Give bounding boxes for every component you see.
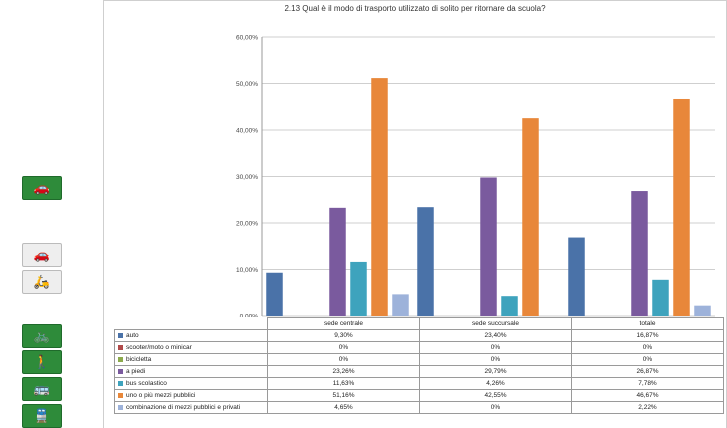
bar-chart: 0,00% 10,00% 20,00% 30,00% 40,00% 50,00% 60,00… (236, 35, 715, 318)
chart-title: 2.13 Qual è il modo di trasporto utilizz… (284, 4, 546, 13)
data-label: 11,63% (267, 377, 420, 390)
data-label: 0% (419, 341, 572, 354)
bar-1-3 (568, 237, 585, 316)
y-tick-label: 60,00% (236, 35, 258, 42)
car-icon: 🚗 (33, 180, 51, 195)
legend-key (118, 404, 123, 410)
table-row: scooter/moto o minicar 0% 0% 0% (114, 341, 724, 354)
data-label: 23,26% (267, 365, 420, 378)
pedestrians-icon: 🚶 (33, 354, 51, 369)
category-label: sede succursale (419, 317, 572, 330)
bar-6-3 (673, 98, 690, 316)
legend-key (118, 356, 123, 362)
legend-key (118, 344, 123, 350)
bar-5-3 (652, 279, 669, 316)
data-label: 0% (571, 353, 724, 366)
data-label: 16,87% (571, 329, 724, 342)
legend-key (118, 392, 123, 398)
car-icon-gray: 🚗 (33, 247, 51, 262)
bus-icon: 🚌 (33, 381, 51, 396)
table-row: combinazione di mezzi pubblici e privati… (114, 401, 724, 414)
table-row: bus scolastico 11,63% 4,26% 7,78% (114, 377, 724, 390)
table-row: uno o più mezzi pubblici 51,16% 42,55% 46,6… (114, 389, 724, 402)
bar-7-1 (392, 294, 409, 316)
bar-4-2 (480, 177, 497, 316)
series-name: bus scolastico (126, 380, 167, 387)
data-table: sede centrale sede succursale totale auto 9,… (114, 317, 724, 414)
legend-entry: scooter/moto o minicar (114, 341, 268, 354)
train-icon-box: 🚆 (22, 404, 62, 428)
data-label: 0% (419, 353, 572, 366)
series-name: scooter/moto o minicar (126, 344, 192, 351)
y-tick-label: 40,00% (236, 128, 258, 135)
data-label: 7,78% (571, 377, 724, 390)
data-label: 9,30% (267, 329, 420, 342)
data-label: 0% (267, 353, 420, 366)
legend-entry: uno o più mezzi pubblici (114, 389, 268, 402)
bar-1-2 (417, 207, 434, 316)
category-label: sede centrale (267, 317, 420, 330)
legend-entry: a piedi (114, 365, 268, 378)
data-label: 23,40% (419, 329, 572, 342)
series-name: uno o più mezzi pubblici (126, 392, 196, 399)
pedestrians-icon-box: 🚶 (22, 350, 62, 374)
y-tick-label: 0,00% (240, 314, 259, 318)
bar-1-1 (266, 272, 283, 316)
data-label: 2,22% (571, 401, 724, 414)
data-label: 51,16% (267, 389, 420, 402)
data-label: 46,67% (571, 389, 724, 402)
scooter-icon-box: 🛵 (22, 270, 62, 294)
series-name: a piedi (126, 368, 146, 375)
data-label: 0% (571, 341, 724, 354)
series-name: combinazione di mezzi pubblici e privati (126, 404, 241, 411)
y-tick-label: 30,00% (236, 174, 258, 181)
table-row: auto 9,30% 23,40% 16,87% (114, 329, 724, 342)
bar-6-1 (371, 78, 388, 316)
data-label: 4,26% (419, 377, 572, 390)
legend-entry: bicicletta (114, 353, 268, 366)
series-name: auto (126, 332, 139, 339)
legend-key (118, 332, 123, 338)
bus-icon-box: 🚌 (22, 377, 62, 401)
bar-4-3 (631, 191, 648, 316)
legend-key (118, 368, 123, 374)
table-header-row: sede centrale sede succursale totale (115, 317, 724, 330)
bar-4-1 (329, 207, 346, 316)
bicycle-icon: 🚲 (33, 328, 51, 343)
bicycle-icon-box: 🚲 (22, 324, 62, 348)
legend-entry: bus scolastico (114, 377, 268, 390)
data-label: 26,87% (571, 365, 724, 378)
legend-entry: combinazione di mezzi pubblici e privati (114, 401, 268, 414)
bar-5-2 (501, 296, 518, 316)
series-name: bicicletta (126, 356, 152, 363)
data-label: 29,79% (419, 365, 572, 378)
scooter-icon: 🛵 (33, 274, 51, 289)
data-label: 0% (267, 341, 420, 354)
table-corner (115, 318, 268, 330)
transport-icon-sidebar: 🚗 🚗 🛵 🚲 🚶 🚌 🚆 (0, 0, 100, 428)
car-icon-gray-box: 🚗 (22, 243, 62, 267)
car-icon-box: 🚗 (22, 176, 62, 200)
bar-7-3 (694, 305, 711, 316)
bar-6-2 (522, 118, 539, 316)
table-row: a piedi 23,26% 29,79% 26,87% (114, 365, 724, 378)
legend-key (118, 380, 123, 386)
y-tick-label: 20,00% (236, 221, 258, 228)
chart-panel: 2.13 Qual è il modo di trasporto utilizz… (103, 0, 727, 428)
table-row: bicicletta 0% 0% 0% (114, 353, 724, 366)
data-label: 0% (419, 401, 572, 414)
category-label: totale (571, 317, 724, 330)
data-label: 42,55% (419, 389, 572, 402)
legend-entry: auto (114, 329, 268, 342)
y-tick-label: 50,00% (236, 81, 258, 88)
y-tick-label: 10,00% (236, 267, 258, 274)
bar-5-1 (350, 261, 367, 316)
data-label: 4,65% (267, 401, 420, 414)
train-icon: 🚆 (33, 408, 51, 423)
